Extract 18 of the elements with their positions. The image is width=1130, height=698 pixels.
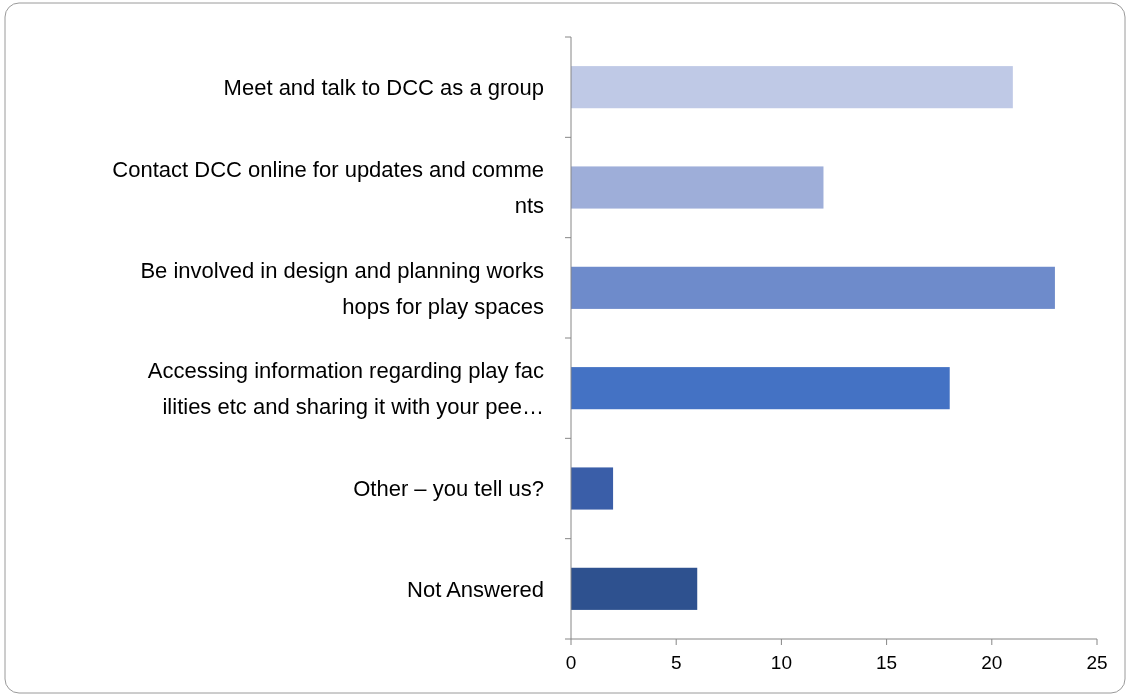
x-tick-label: 10 — [770, 652, 792, 673]
bar — [571, 567, 698, 610]
bar — [571, 66, 1013, 109]
y-tick-label: Other – you tell us? — [353, 476, 544, 502]
bar — [571, 367, 950, 410]
y-tick-label: Contact DCC online for updates and comme nts — [112, 157, 544, 219]
y-tick-label: Not Answered — [407, 576, 544, 602]
bar — [571, 166, 824, 209]
bar — [571, 467, 614, 510]
bar — [571, 266, 1055, 309]
x-tick-label: 5 — [670, 652, 682, 673]
y-tick-label: Meet and talk to DCC as a group — [223, 74, 544, 100]
x-tick-label: 15 — [876, 652, 898, 673]
y-tick-label: Be involved in design and planning works hops for play spaces — [140, 257, 544, 319]
x-tick-label: 20 — [981, 652, 1003, 673]
x-tick-label: 0 — [565, 652, 577, 673]
y-tick-label: Accessing information regarding play fac ilities etc and sharing it with your pee… — [147, 357, 544, 419]
x-tick-label: 25 — [1086, 652, 1108, 673]
